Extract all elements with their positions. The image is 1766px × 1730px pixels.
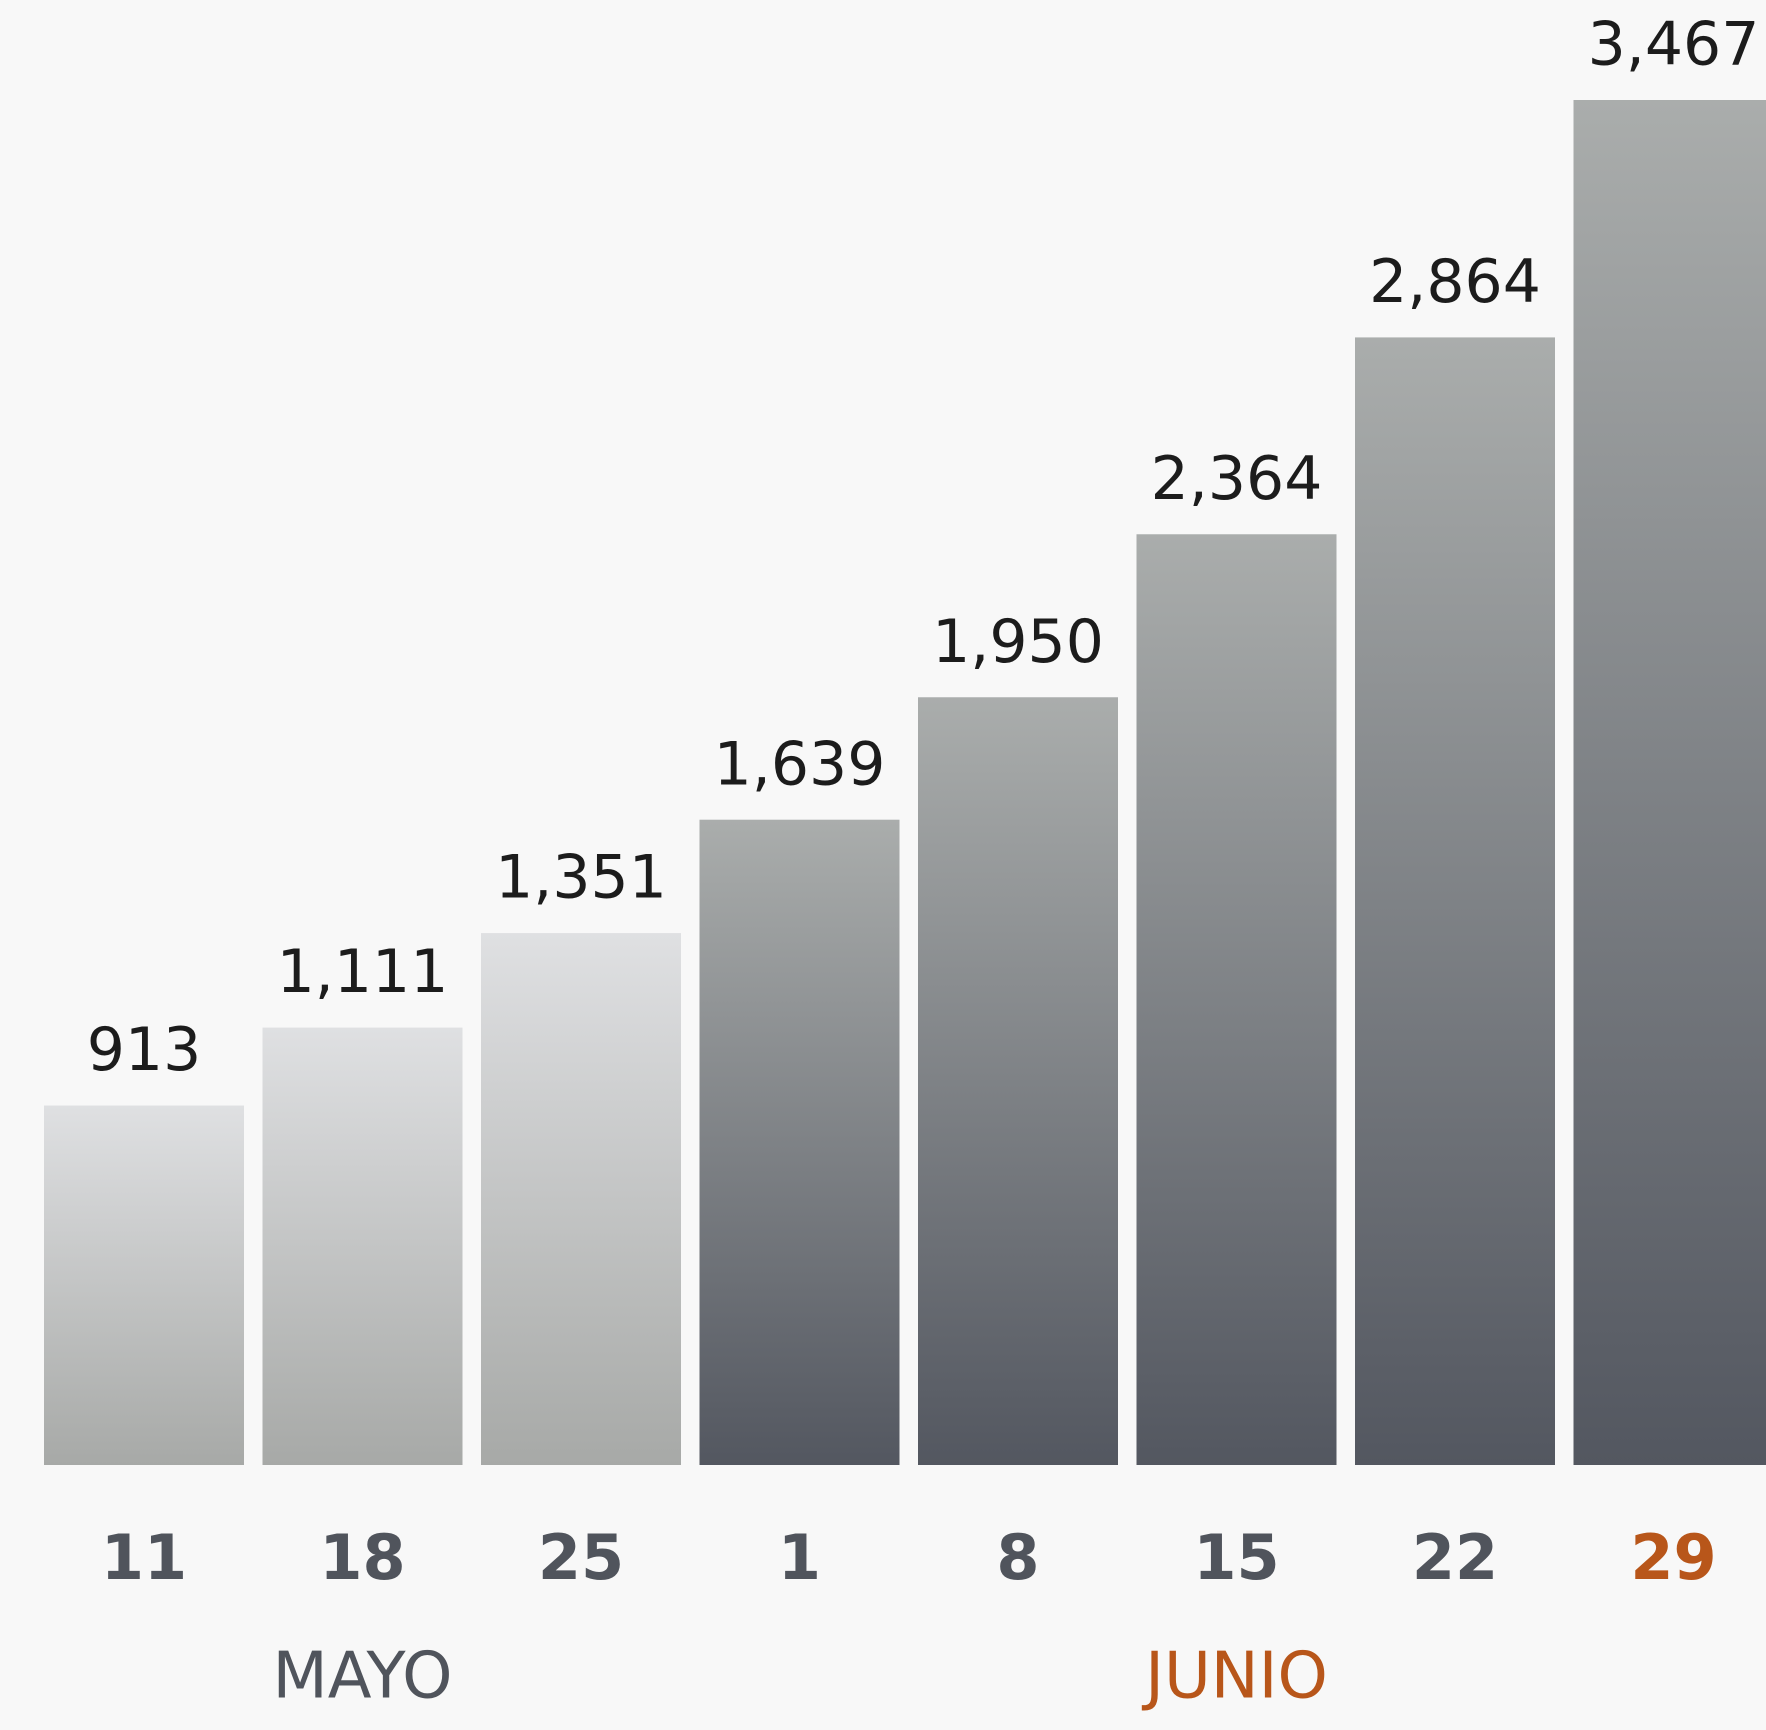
bar: [44, 1105, 244, 1465]
month-label: JUNIO: [1141, 1640, 1328, 1714]
x-tick-label: 15: [1193, 1521, 1279, 1594]
bar: [918, 697, 1118, 1465]
value-label: 913: [87, 1015, 202, 1085]
value-label: 2,864: [1369, 247, 1541, 317]
value-label: 1,950: [932, 607, 1104, 677]
x-tick-label: 18: [319, 1521, 405, 1594]
bar: [1573, 100, 1766, 1465]
bar: [481, 933, 681, 1465]
x-tick-label: 1: [778, 1521, 821, 1594]
bar: [699, 819, 900, 1465]
value-label: 2,364: [1151, 444, 1323, 514]
x-tick-label: 8: [996, 1521, 1039, 1594]
x-tick-label: 11: [101, 1521, 187, 1594]
x-tick-label: 22: [1412, 1521, 1498, 1594]
value-label: 1,639: [714, 729, 886, 799]
month-label: MAYO: [273, 1640, 453, 1714]
bar: [1136, 534, 1337, 1465]
bar: [1355, 337, 1555, 1465]
x-tick-label: 25: [538, 1521, 624, 1594]
x-tick-label: 29: [1630, 1521, 1716, 1594]
value-label: 1,111: [277, 937, 449, 1007]
bar: [262, 1027, 463, 1465]
value-label: 1,351: [495, 843, 667, 913]
value-label: 3,467: [1588, 10, 1760, 80]
